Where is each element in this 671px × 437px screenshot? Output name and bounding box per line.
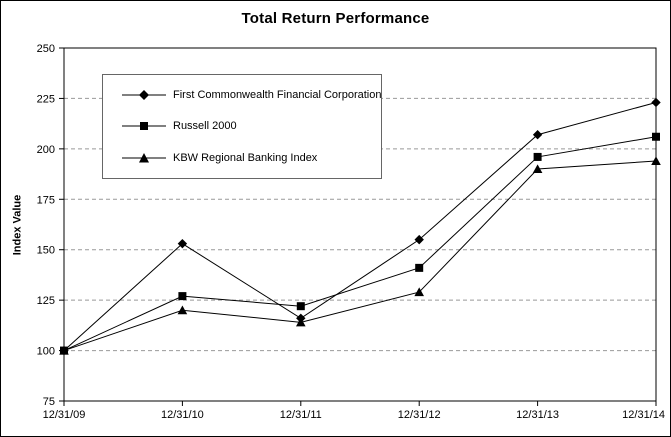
y-tick-label: 100 [37, 346, 55, 358]
x-tick-label: 12/31/14 [622, 409, 665, 421]
legend-item-kbw-regional: KBW Regional Banking Index [122, 152, 381, 164]
chart-title: Total Return Performance [241, 10, 430, 27]
triangle-marker [414, 287, 424, 297]
square-marker [296, 302, 305, 311]
x-tick-label: 12/31/13 [516, 409, 559, 421]
square-marker [652, 132, 660, 141]
square-marker-icon [122, 122, 166, 131]
square-marker [533, 152, 542, 161]
x-tick-label: 12/31/09 [43, 409, 86, 421]
triangle-marker [296, 317, 306, 327]
diamond-marker [177, 238, 188, 249]
legend-label: First Commonwealth Financial Corporation [173, 88, 382, 101]
legend-label: KBW Regional Banking Index [173, 152, 318, 165]
triangle-marker [651, 156, 661, 165]
y-tick-label: 75 [43, 396, 55, 408]
y-tick-label: 250 [37, 43, 55, 55]
legend: First Commonwealth Financial Corporation… [102, 74, 382, 179]
plot-border [63, 47, 657, 402]
y-tick-label: 125 [37, 295, 55, 307]
legend-item-first-commonwealth: First Commonwealth Financial Corporation [122, 89, 381, 101]
triangle-marker [59, 345, 69, 355]
square-marker [178, 292, 187, 301]
series-line-2 [63, 160, 657, 352]
triangle-marker [177, 305, 188, 315]
legend-item-russell-2000: Russell 2000 [122, 120, 381, 132]
triangle-marker-icon [122, 153, 166, 163]
series-line-1 [63, 136, 657, 352]
x-tick-label: 12/31/11 [280, 409, 322, 421]
y-tick-label: 150 [37, 245, 55, 257]
triangle-marker [532, 164, 543, 174]
diamond-marker [532, 130, 543, 140]
diamond-marker [651, 97, 661, 108]
x-tick-label: 12/31/12 [398, 409, 441, 421]
y-tick-label: 175 [37, 194, 55, 206]
y-tick-label: 200 [37, 144, 55, 156]
diamond-marker [414, 234, 424, 245]
legend-label: Russell 2000 [173, 120, 237, 133]
diamond-marker-icon [122, 89, 166, 100]
y-tick-label: 225 [37, 93, 55, 105]
series-line-0 [63, 101, 657, 351]
x-tick-label: 12/31/10 [161, 409, 204, 421]
square-marker [415, 263, 424, 272]
